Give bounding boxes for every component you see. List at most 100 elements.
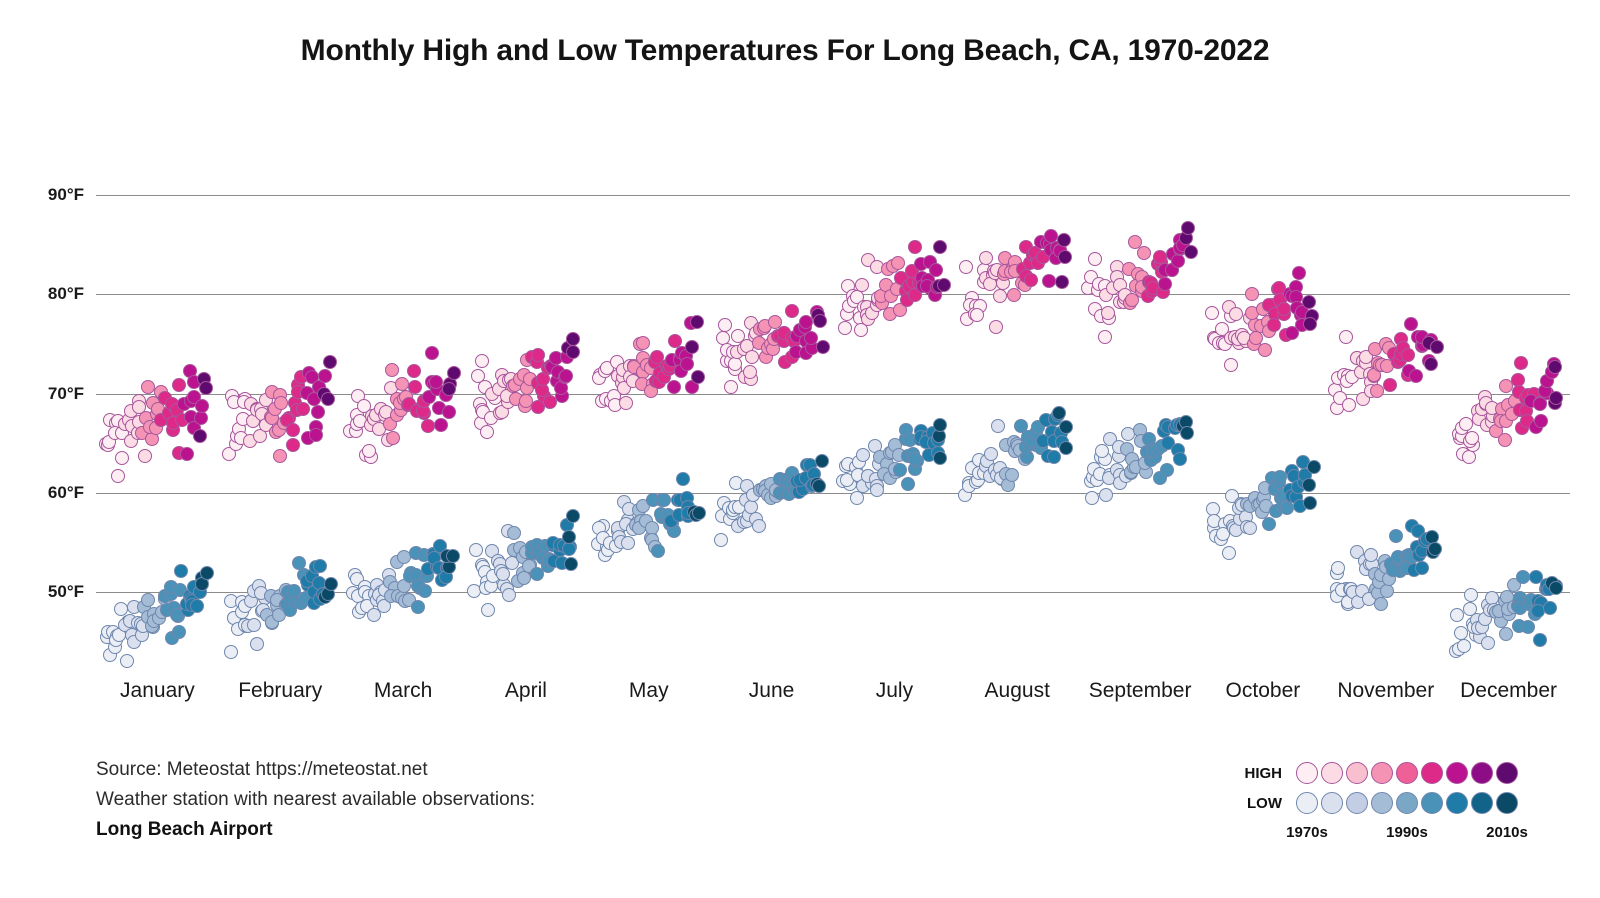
scatter-point [1020,449,1035,464]
scatter-point [731,499,746,514]
scatter-point [1415,339,1430,354]
scatter-point [491,382,506,397]
scatter-point [544,358,559,373]
scatter-point [496,374,511,389]
scatter-point [185,593,200,608]
scatter-point [184,394,199,409]
scatter-point [640,357,655,372]
scatter-point [417,547,432,562]
scatter-point [1029,425,1044,440]
scatter-point [590,537,605,552]
scatter-point [625,374,640,389]
scatter-point [174,563,189,578]
scatter-point [479,581,494,596]
scatter-point [560,518,575,533]
scatter-point [416,405,431,420]
scatter-point [727,356,742,371]
scatter-point [1125,452,1140,467]
scatter-point [1539,582,1554,597]
scatter-point [739,492,754,507]
scatter-point [683,315,698,330]
scatter-point [1415,543,1430,558]
scatter-point [1485,414,1500,429]
legend-swatch-high [1296,762,1318,784]
scatter-point [665,515,680,530]
scatter-point [1221,546,1236,561]
scatter-point [1327,383,1342,398]
scatter-point [1238,333,1253,348]
scatter-point [773,328,788,343]
scatter-point [106,625,121,640]
scatter-point [1105,281,1120,296]
scatter-point [171,608,186,623]
scatter-point [1532,633,1547,648]
scatter-point [493,557,508,572]
scatter-point [102,648,117,663]
scatter-point [438,569,453,584]
scatter-point [1285,464,1300,479]
scatter-point [307,585,322,600]
scatter-point [1486,603,1501,618]
scatter-point [803,457,818,472]
scatter-point [1017,277,1032,292]
scatter-point [107,640,122,655]
legend-swatch-low [1446,792,1468,814]
scatter-point [971,465,986,480]
legend-swatch-low [1396,792,1418,814]
gridline [96,492,1570,494]
scatter-point [1474,619,1489,634]
scatter-point [273,449,288,464]
scatter-point [970,308,985,322]
scatter-point [1000,477,1015,492]
scatter-point [1530,604,1545,619]
scatter-point [237,391,252,406]
scatter-point [632,520,647,535]
scatter-point [766,342,780,357]
scatter-point [316,586,331,601]
scatter-point [1549,390,1564,405]
scatter-point [1053,244,1068,259]
scatter-point [434,573,449,588]
scatter-point [1268,503,1283,518]
scatter-point [622,369,637,384]
scatter-point [910,454,925,469]
scatter-point [610,369,625,384]
scatter-point [739,479,754,494]
legend-decade-label: 2010s [1486,824,1528,841]
scatter-point [351,388,366,403]
scatter-point [519,380,534,395]
scatter-point [1253,496,1268,511]
scatter-point [1335,583,1350,598]
scatter-point [246,584,261,599]
scatter-point [1224,331,1239,346]
scatter-point [1529,420,1544,435]
scatter-point [763,477,778,492]
scatter-point [172,583,187,598]
scatter-point [937,278,952,293]
scatter-point [522,558,537,573]
scatter-point [1128,279,1143,294]
scatter-point [1170,253,1185,268]
scatter-point [530,566,545,581]
scatter-point [420,419,435,434]
scatter-point [525,349,540,364]
scatter-point [1110,260,1125,275]
scatter-point [600,361,615,376]
scatter-point [636,365,651,380]
scatter-point [1224,358,1239,373]
scatter-point [1235,498,1250,513]
scatter-point [1102,431,1117,446]
scatter-point [281,410,296,425]
scatter-point [246,617,261,632]
scatter-point [547,554,562,569]
scatter-point [768,488,783,503]
scatter-point [1282,483,1297,498]
scatter-point [1150,256,1165,271]
legend-swatches-low [1296,792,1518,814]
scatter-point [1042,237,1057,252]
scatter-point [507,525,522,540]
scatter-point [923,254,938,269]
scatter-point [1399,548,1414,563]
scatter-point [792,485,807,500]
scatter-point [1172,416,1187,431]
